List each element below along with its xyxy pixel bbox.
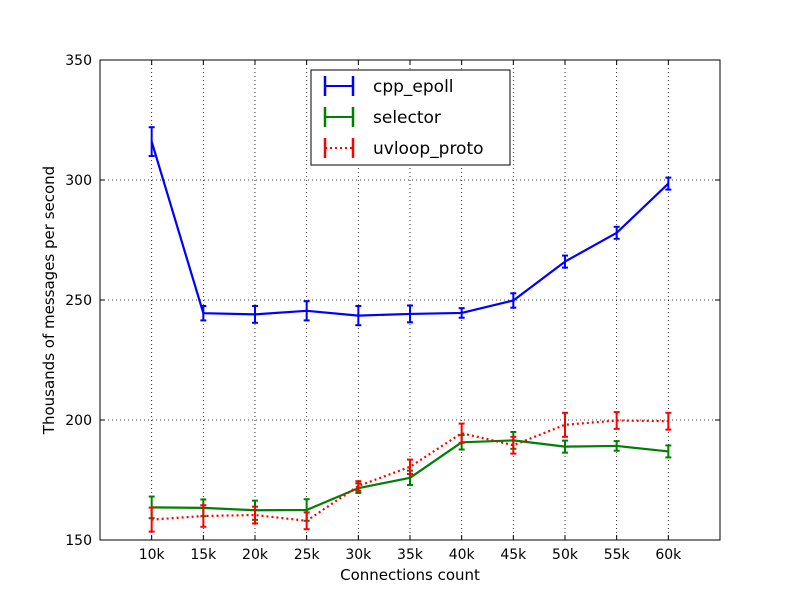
y-tick-label: 350 [65,53,92,69]
x-tick-label: 10k [139,547,166,563]
x-axis-label: Connections count [340,566,480,584]
x-tick-label: 50k [552,547,579,563]
y-tick-label: 300 [65,173,92,189]
x-tick-label: 20k [242,547,269,563]
legend-label: cpp_epoll [373,77,454,97]
y-tick-label: 150 [65,533,92,549]
y-tick-label: 250 [65,293,92,309]
legend-label: selector [373,108,441,128]
x-tick-label: 60k [655,547,682,563]
x-tick-label: 55k [604,547,631,563]
x-tick-label: 15k [190,547,217,563]
y-tick-label: 200 [65,413,92,429]
legend-label: uvloop_proto [373,139,484,159]
x-tick-label: 30k [345,547,372,563]
x-tick-label: 40k [449,547,476,563]
x-tick-label: 35k [397,547,424,563]
y-axis-label: Thousands of messages per second [40,166,58,435]
legend: cpp_epoll selector uvloop_proto [311,70,510,165]
x-tick-label: 45k [500,547,527,563]
x-tick-label: 25k [294,547,321,563]
